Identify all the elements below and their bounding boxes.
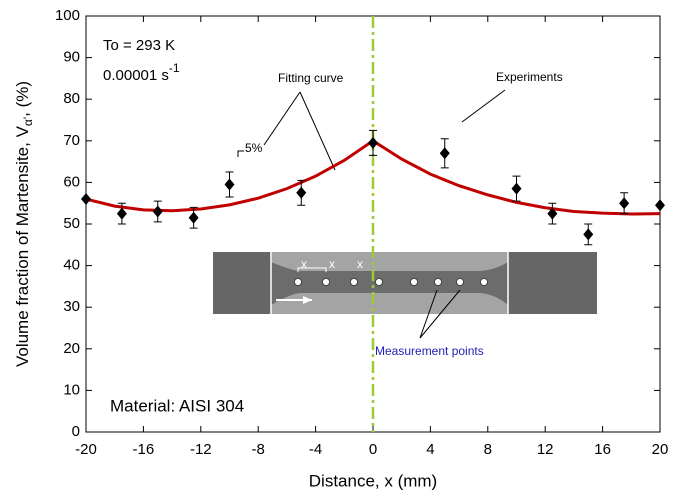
data-point	[188, 211, 199, 224]
x-tick-label: 8	[484, 441, 492, 458]
y-label-main: Volume fraction of Martensite, V	[13, 125, 32, 367]
photo-mark: x	[357, 257, 363, 271]
x-tick-label: 16	[594, 441, 611, 458]
x-tick-label: -12	[190, 441, 212, 458]
y-tick-label: 50	[63, 215, 80, 232]
x-tick-label: 12	[537, 441, 554, 458]
data-point	[368, 136, 378, 149]
y-tick-label: 90	[63, 49, 80, 66]
y-tick-label: 100	[55, 7, 80, 24]
y-tick-label: 40	[63, 257, 80, 274]
points-label: Measurement points	[375, 344, 484, 358]
data-point	[511, 182, 522, 195]
strain-rate-base: 0.00001 s	[103, 67, 169, 84]
data-point	[619, 197, 630, 210]
specimen-photo	[213, 252, 597, 314]
callouts	[237, 89, 506, 339]
data-point	[152, 205, 163, 218]
data-point	[655, 199, 665, 212]
material: Material: AISI 304	[110, 396, 244, 415]
fit-label: Fitting curve	[278, 71, 344, 85]
y-tick-label: 80	[63, 90, 80, 107]
y-tick-label: 10	[63, 381, 80, 398]
photo-mark: x	[329, 257, 335, 271]
y-tick-label: 60	[63, 173, 80, 190]
x-tick-label: -20	[75, 441, 97, 458]
x-axis-label: Distance, x (mm)	[309, 471, 437, 490]
data-point	[583, 228, 594, 241]
x-tick-label: -8	[252, 441, 265, 458]
x-tick-label: -4	[309, 441, 322, 458]
x-tick-label: 4	[426, 441, 434, 458]
temperature: To = 293 K	[103, 37, 175, 54]
y-label-end: , (%)	[13, 81, 32, 117]
x-tick-label: 0	[369, 441, 377, 458]
y-tick-label: 70	[63, 132, 80, 149]
data-point	[224, 178, 235, 191]
y-tick-label: 30	[63, 298, 80, 315]
y-tick-label: 20	[63, 340, 80, 357]
data-point	[81, 193, 91, 206]
data-point	[547, 207, 558, 220]
data-point	[439, 147, 450, 160]
error-note: 5%	[245, 141, 263, 155]
x-tick-label: -16	[133, 441, 155, 458]
data-point	[116, 207, 127, 220]
strain-rate: 0.00001 s-1	[103, 61, 180, 84]
x-tick-label: 20	[652, 441, 669, 458]
photo-mark: x	[301, 257, 307, 271]
exp-label: Experiments	[496, 70, 563, 84]
y-label-sub: α'	[21, 117, 35, 126]
y-tick-label: 0	[72, 423, 80, 440]
data-point	[296, 186, 307, 199]
strain-rate-exp: -1	[169, 61, 180, 75]
y-axis-label: Volume fraction of Martensite, Vα', (%)	[13, 81, 35, 367]
